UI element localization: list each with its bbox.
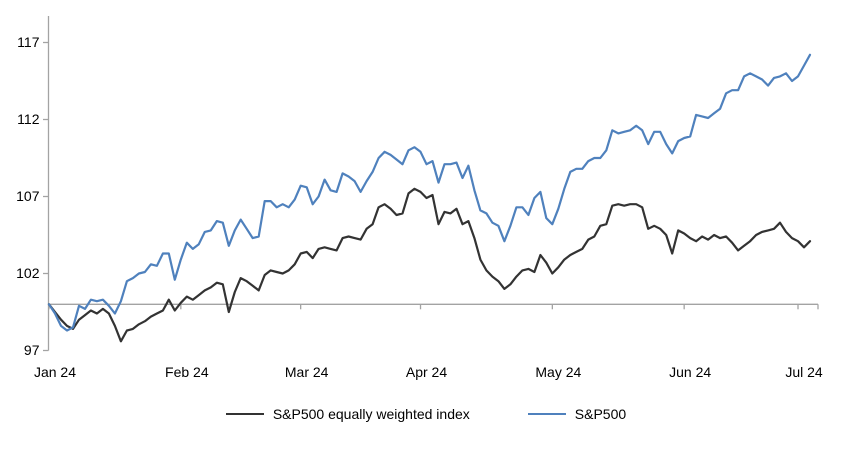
- y-axis-label: 97: [24, 342, 40, 358]
- x-axis-label: Mar 24: [285, 364, 329, 380]
- y-axis-label: 107: [16, 188, 40, 204]
- legend-swatch-equal-weight-line: [225, 413, 264, 415]
- x-axis-label: Jan 24: [34, 364, 76, 380]
- x-axis-label: Jun 24: [669, 364, 711, 380]
- series-line-sp500: [47, 53, 812, 332]
- y-axis-label: 102: [16, 265, 40, 281]
- y-axis-label: 117: [17, 34, 40, 50]
- legend-item-sp500: S&P500: [527, 406, 627, 422]
- chart-legend: S&P500 equally weighted index S&P500: [0, 406, 852, 422]
- series-line-equal-weight: [47, 187, 812, 343]
- x-axis-label: May 24: [535, 364, 581, 380]
- price-line-chart: 97 102 107 112 117 Jan 24 Feb 24 Mar 24 Apr 24 Ma…: [16, 16, 823, 380]
- legend-label-sp500: S&P500: [574, 406, 627, 422]
- x-axis-label: Feb 24: [165, 364, 209, 380]
- legend-swatch-sp500-line: [527, 413, 566, 415]
- x-axis-label: Jul 24: [785, 364, 823, 380]
- legend-label-equal-weight: S&P500 equally weighted index: [272, 406, 470, 422]
- legend-item-equal-weight: S&P500 equally weighted index: [225, 406, 470, 422]
- y-axis-label: 112: [17, 111, 40, 127]
- x-axis-label: Apr 24: [406, 364, 447, 380]
